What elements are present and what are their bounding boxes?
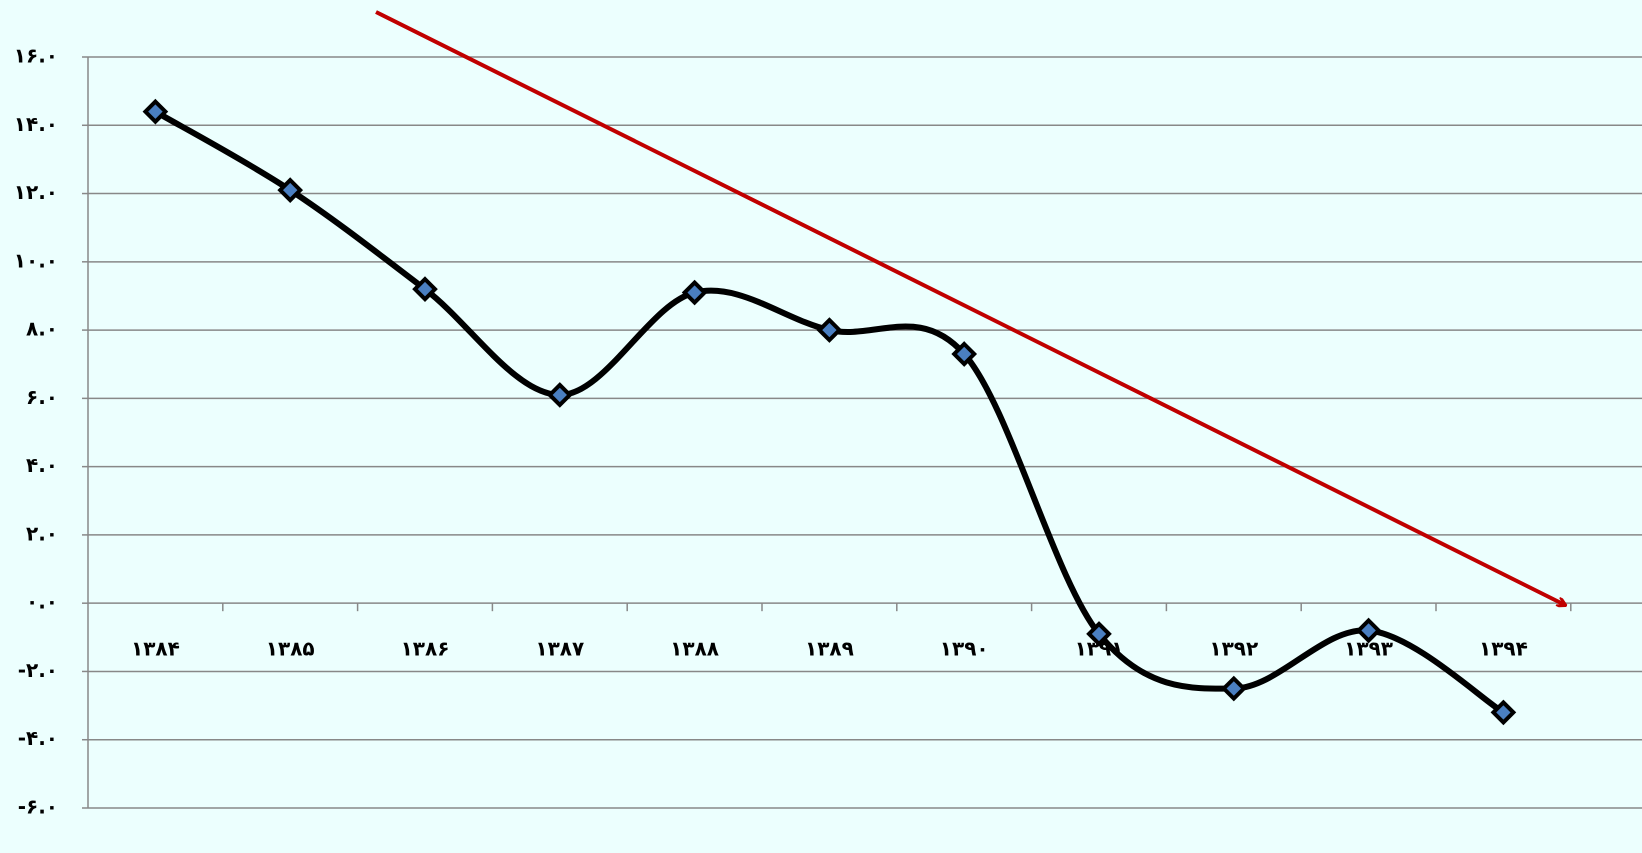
data-point bbox=[1490, 699, 1517, 726]
x-tick-label: ۱۳۸۴ bbox=[131, 637, 180, 661]
data-point bbox=[277, 177, 304, 203]
x-tick-label: ۱۳۸۷ bbox=[535, 637, 584, 661]
data-point bbox=[816, 317, 843, 343]
data-point bbox=[142, 98, 169, 125]
x-tick-label: ۱۳۹۳ bbox=[1344, 637, 1393, 661]
data-point bbox=[412, 276, 438, 302]
y-tick-label: ۱۶.۰ bbox=[14, 44, 58, 68]
x-tick-label: ۱۳۹۴ bbox=[1479, 637, 1528, 661]
y-tick-label: -۶.۰ bbox=[18, 795, 58, 819]
x-tick-label: ۱۳۹۱ bbox=[1075, 637, 1124, 661]
x-tick-label: ۱۳۸۸ bbox=[670, 637, 719, 661]
y-tick-label: ۶.۰ bbox=[26, 385, 58, 409]
y-tick-label: ۱۲.۰ bbox=[14, 180, 58, 204]
y-tick-label: -۲.۰ bbox=[18, 658, 58, 682]
y-tick-label: ۱۴.۰ bbox=[14, 112, 58, 136]
x-tick-label: ۱۳۸۶ bbox=[401, 637, 450, 661]
x-tick-label: ۱۳۹۰ bbox=[940, 637, 989, 661]
y-tick-label: ۲.۰ bbox=[26, 521, 58, 545]
data-point bbox=[1086, 621, 1112, 647]
y-tick-label: -۴.۰ bbox=[18, 726, 58, 750]
y-tick-label: ۸.۰ bbox=[26, 317, 58, 341]
data-point bbox=[1355, 617, 1382, 644]
data-point bbox=[546, 382, 573, 408]
x-tick-label: ۱۳۹۲ bbox=[1209, 637, 1258, 661]
x-tick-label: ۱۳۸۹ bbox=[805, 637, 854, 661]
trend-arrow bbox=[375, 10, 1565, 605]
y-tick-label: ۱۰.۰ bbox=[14, 248, 58, 272]
data-point bbox=[1220, 675, 1247, 702]
y-tick-label: ۰.۰ bbox=[26, 590, 58, 614]
data-point bbox=[681, 279, 708, 306]
y-tick-label: ۴.۰ bbox=[26, 453, 58, 477]
data-point bbox=[951, 341, 978, 367]
x-tick-label: ۱۳۸۵ bbox=[266, 637, 315, 661]
